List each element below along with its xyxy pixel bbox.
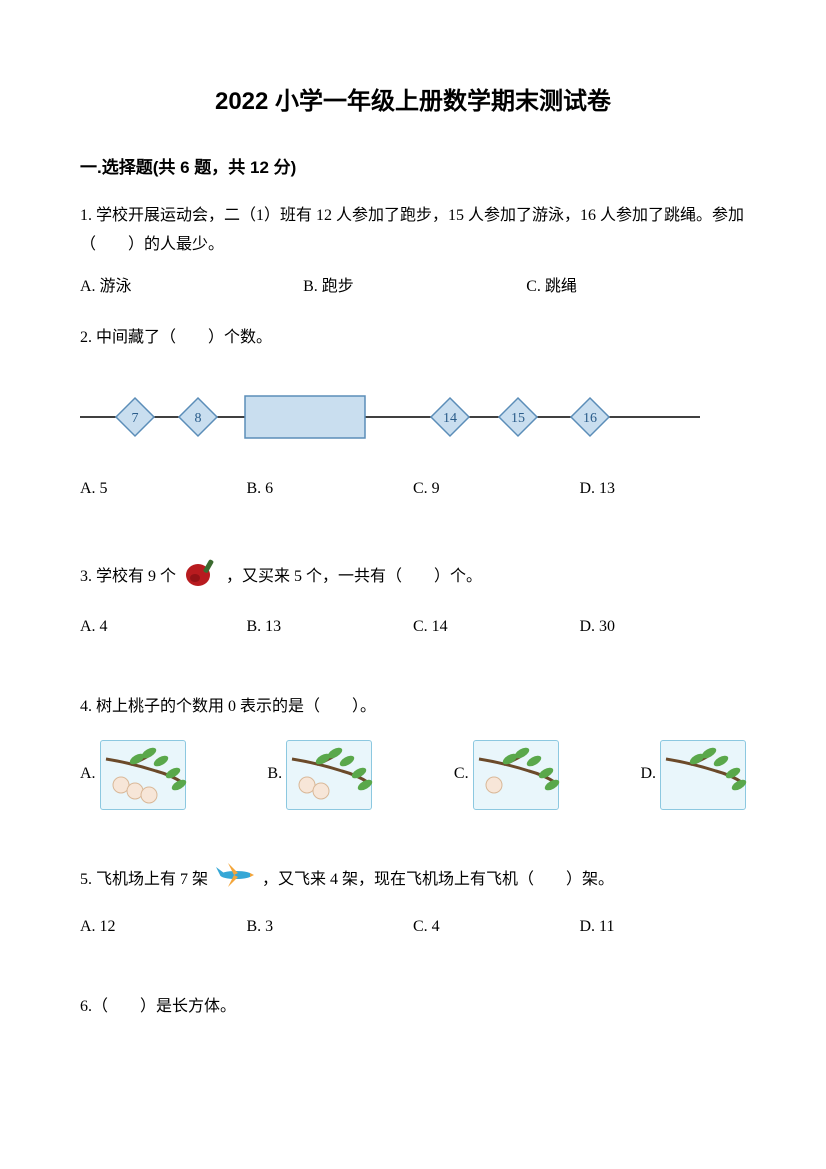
svg-text:16: 16	[583, 411, 597, 426]
q4-label-b: B.	[267, 760, 282, 789]
q4-label-c: C.	[454, 760, 469, 789]
question-6: 6.（ ）是长方体。	[80, 993, 746, 1022]
question-2: 2. 中间藏了（ ）个数。 7 8 14 15 16 A. 5 B. 6 C. 9 D.…	[80, 324, 746, 504]
q3-text-before: 3. 学校有 9 个	[80, 568, 176, 585]
q5-option-c: C. 4	[413, 913, 580, 942]
q4-option-c: C.	[454, 740, 559, 810]
q2-text: 2. 中间藏了（ ）个数。	[80, 324, 746, 353]
q5-options: A. 12 B. 3 C. 4 D. 11	[80, 913, 746, 942]
q2-options: A. 5 B. 6 C. 9 D. 13	[80, 475, 746, 504]
q1-options: A. 游泳 B. 跑步 C. 跳绳	[80, 273, 746, 302]
q3-option-a: A. 4	[80, 613, 247, 642]
q4-option-d: D.	[640, 740, 746, 810]
q2-option-b: B. 6	[247, 475, 414, 504]
paddle-icon	[184, 555, 218, 600]
q3-option-b: B. 13	[247, 613, 414, 642]
q4-label-a: A.	[80, 760, 96, 789]
svg-text:8: 8	[195, 411, 202, 426]
q5-text-before: 5. 飞机场上有 7 架	[80, 871, 208, 888]
q3-text: 3. 学校有 9 个 ，又买来 5 个，一共有（ ）个。	[80, 555, 746, 600]
q4-option-b: B.	[267, 740, 372, 810]
question-3: 3. 学校有 9 个 ，又买来 5 个，一共有（ ）个。 A. 4 B. 13 …	[80, 555, 746, 643]
question-4: 4. 树上桃子的个数用 0 表示的是（ ）。 A. B. C. D.	[80, 693, 746, 810]
q2-option-a: A. 5	[80, 475, 247, 504]
page-title: 2022 小学一年级上册数学期末测试卷	[80, 80, 746, 123]
q5-option-a: A. 12	[80, 913, 247, 942]
q5-text-after: ，又飞来 4 架，现在飞机场上有飞机（ ）架。	[262, 871, 614, 888]
branch-card-b	[286, 740, 372, 810]
q3-option-c: C. 14	[413, 613, 580, 642]
branch-card-d	[660, 740, 746, 810]
svg-text:7: 7	[132, 411, 139, 426]
question-1: 1. 学校开展运动会，二（1）班有 12 人参加了跑步，15 人参加了游泳，16…	[80, 202, 746, 302]
q4-options: A. B. C. D.	[80, 740, 746, 810]
plane-icon	[216, 861, 254, 900]
q1-option-c: C. 跳绳	[526, 273, 746, 302]
q2-option-c: C. 9	[413, 475, 580, 504]
q1-option-a: A. 游泳	[80, 273, 300, 302]
q2-option-d: D. 13	[580, 475, 747, 504]
branch-card-a	[100, 740, 186, 810]
q4-option-a: A.	[80, 740, 186, 810]
q5-text: 5. 飞机场上有 7 架 ，又飞来 4 架，现在飞机场上有飞机（ ）架。	[80, 861, 746, 900]
section-one-header: 一.选择题(共 6 题，共 12 分)	[80, 153, 746, 184]
q1-option-b: B. 跑步	[303, 273, 523, 302]
q1-text: 1. 学校开展运动会，二（1）班有 12 人参加了跑步，15 人参加了游泳，16…	[80, 202, 746, 260]
svg-text:15: 15	[511, 411, 525, 426]
svg-text:14: 14	[443, 411, 457, 426]
q3-option-d: D. 30	[580, 613, 747, 642]
q3-options: A. 4 B. 13 C. 14 D. 30	[80, 613, 746, 642]
branch-card-c	[473, 740, 559, 810]
question-5: 5. 飞机场上有 7 架 ，又飞来 4 架，现在飞机场上有飞机（ ）架。 A. …	[80, 861, 746, 943]
q4-label-d: D.	[640, 760, 656, 789]
q5-option-b: B. 3	[247, 913, 414, 942]
q4-text: 4. 树上桃子的个数用 0 表示的是（ ）。	[80, 693, 746, 722]
q6-text: 6.（ ）是长方体。	[80, 993, 746, 1022]
q2-diagram: 7 8 14 15 16	[80, 379, 746, 449]
q5-option-d: D. 11	[580, 913, 747, 942]
q3-text-after: ，又买来 5 个，一共有（ ）个。	[226, 568, 482, 585]
